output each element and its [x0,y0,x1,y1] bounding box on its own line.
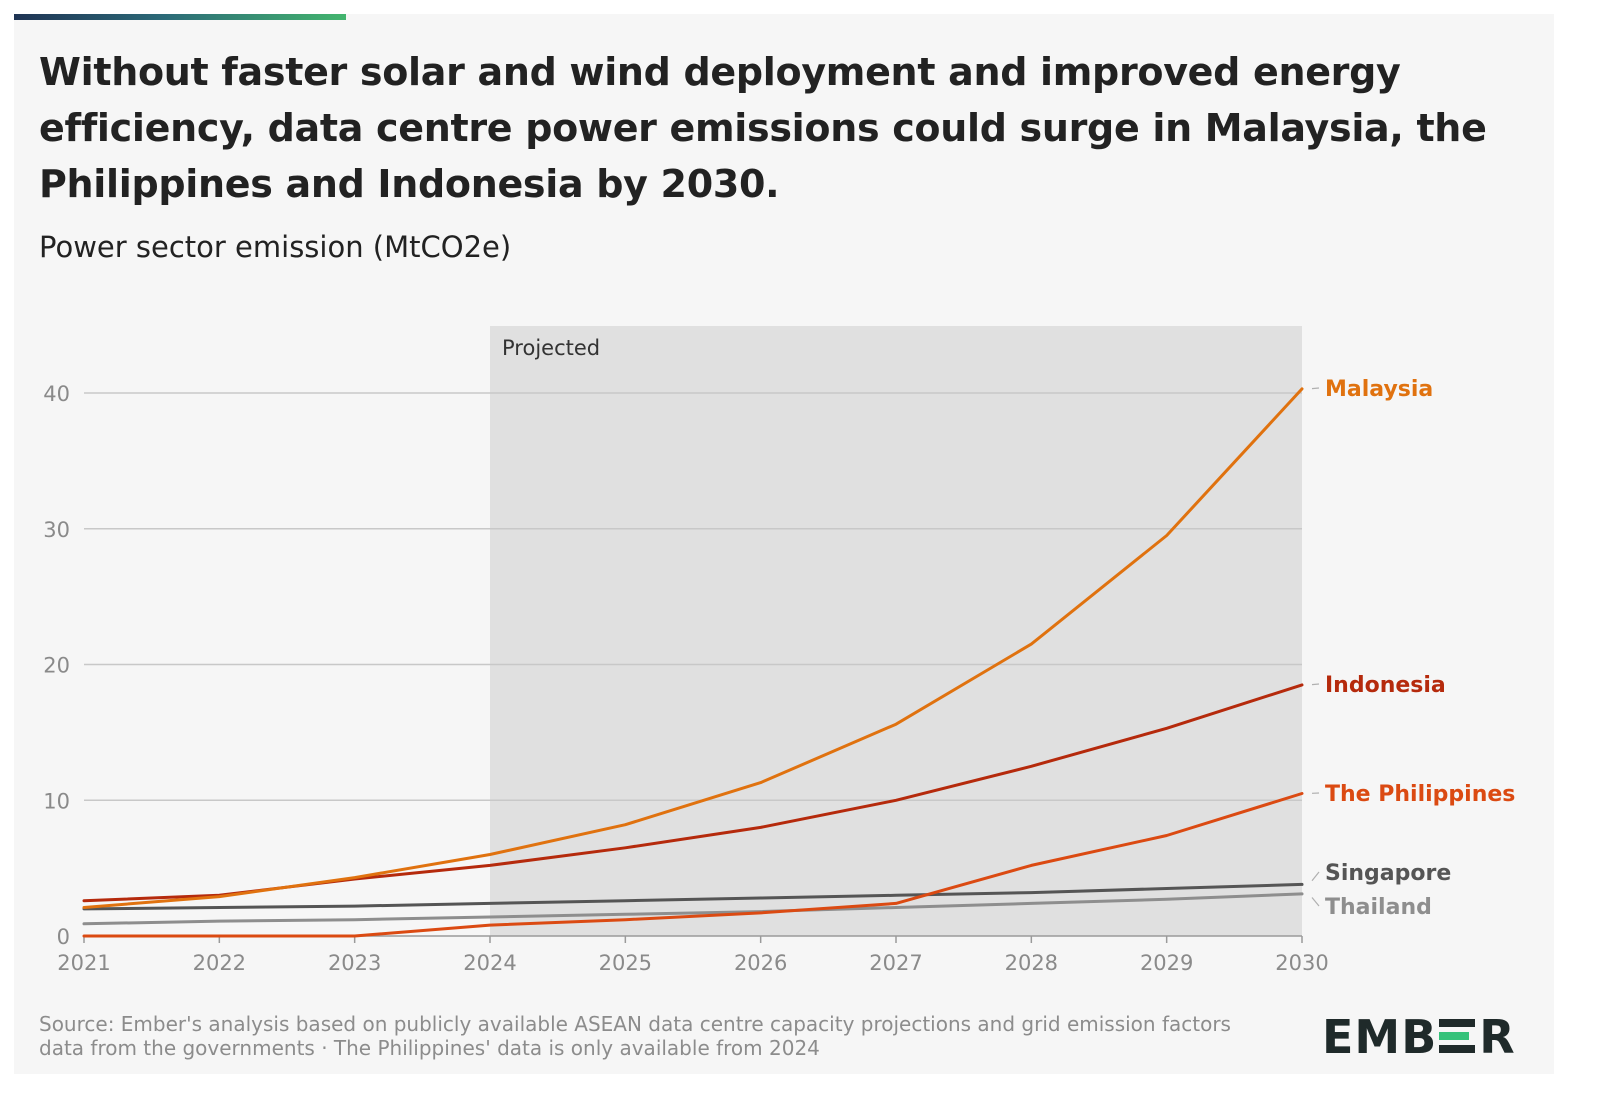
y-tick-label-40: 40 [43,382,70,406]
y-tick-label-30: 30 [43,518,70,542]
series-line-the-philippines [82,792,1304,938]
series-line-thailand [82,892,1304,926]
projected-band [490,326,1302,936]
label-connector-thailand [1311,897,1320,907]
x-tick-label-2024: 2024 [463,951,516,975]
x-tick-label-2025: 2025 [599,951,652,975]
source-note: Source: Ember's analysis based on public… [39,1012,1231,1060]
logo-e-glyph [1439,1019,1477,1053]
series-label-thailand: Thailand [1325,895,1432,920]
series-line-singapore [82,882,1304,911]
x-tick-label-2026: 2026 [734,951,787,975]
series-label-singapore: Singapore [1325,861,1451,886]
x-tick-label-2029: 2029 [1140,951,1193,975]
label-connector-singapore [1311,871,1320,882]
x-tick-label-2021: 2021 [57,951,110,975]
label-connector-indonesia [1311,683,1320,686]
x-tick-label-2023: 2023 [328,951,381,975]
x-tick-label-2022: 2022 [193,951,246,975]
chart-title: Without faster solar and wind deployment… [39,50,1487,206]
x-tick-label-2028: 2028 [1005,951,1058,975]
x-tick-label-2027: 2027 [869,951,922,975]
logo-text-right: R [1479,1010,1516,1064]
y-tick-label-0: 0 [57,925,70,949]
series-label-the-philippines: The Philippines [1325,782,1515,807]
y-tick-label-10: 10 [43,789,70,813]
series-label-malaysia: Malaysia [1325,377,1433,402]
chart-subtitle: Power sector emission (MtCO2e) [39,230,512,264]
projected-band-label: Projected [502,336,600,360]
label-connector-malaysia [1311,387,1320,390]
ember-logo: EMB R [1322,1010,1516,1064]
series-line-malaysia [82,387,1304,909]
series-label-indonesia: Indonesia [1325,673,1446,698]
x-tick-label-2030: 2030 [1275,951,1328,975]
accent-bar [14,14,346,20]
y-tick-label-20: 20 [43,654,70,678]
logo-text-left: EMB [1322,1010,1438,1064]
